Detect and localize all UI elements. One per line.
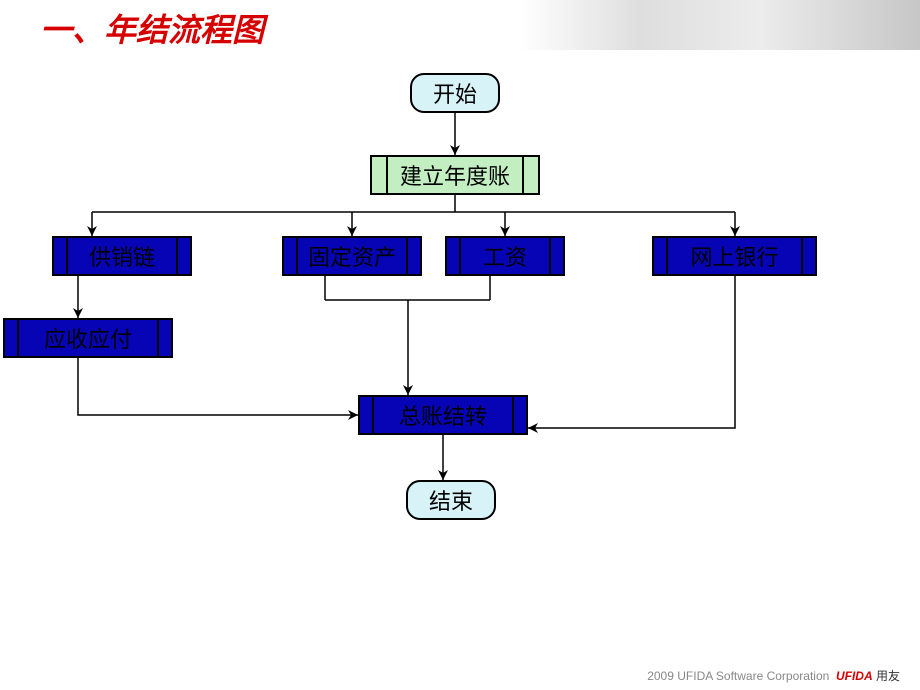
flow-node-gl: 总账结转 (358, 395, 528, 435)
flow-node-end: 结束 (406, 480, 496, 520)
header-decoration (520, 0, 920, 50)
flow-node-build: 建立年度账 (370, 155, 540, 195)
flow-node-wage: 工资 (445, 236, 565, 276)
footer-copyright: 2009 UFIDA Software Corporation (647, 669, 829, 683)
footer: 2009 UFIDA Software Corporation UFIDA 用友 (647, 667, 900, 684)
flow-node-asset: 固定资产 (282, 236, 422, 276)
edge-arap-gl (78, 358, 358, 415)
flow-node-bank: 网上银行 (652, 236, 817, 276)
flow-node-supply: 供销链 (52, 236, 192, 276)
footer-brand-cn: 用友 (876, 669, 900, 683)
flow-node-start: 开始 (410, 73, 500, 113)
edge-bank-gl (528, 276, 735, 428)
flow-node-arap: 应收应付 (3, 318, 173, 358)
footer-brand-en: UFIDA (836, 669, 873, 683)
page-title: 一、年结流程图 (40, 5, 264, 51)
